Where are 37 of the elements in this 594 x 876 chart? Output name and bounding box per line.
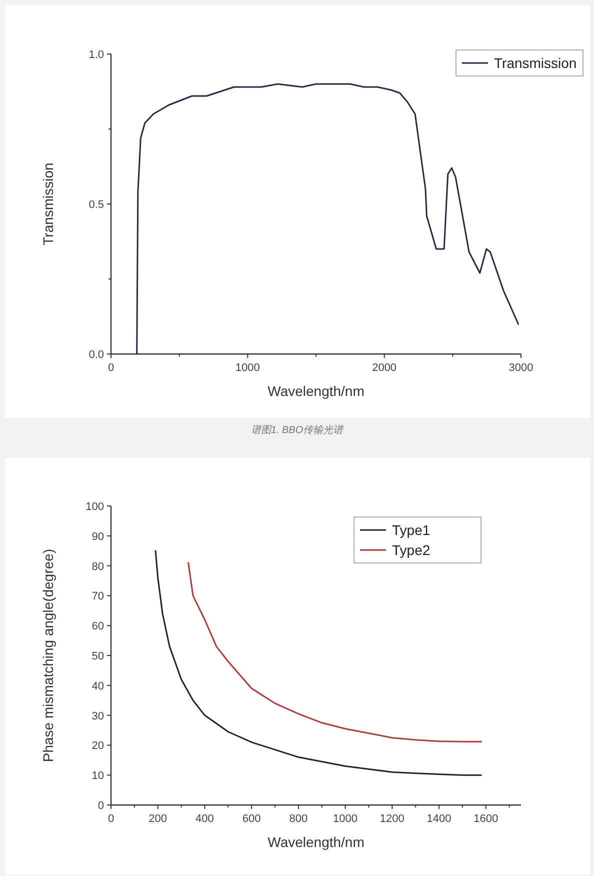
- y-tick-label: 100: [86, 501, 104, 513]
- x-tick-label: 400: [196, 813, 214, 825]
- y-tick-label: 60: [92, 620, 104, 633]
- legend-label: Type2: [392, 542, 430, 558]
- y-tick-label: 1.0: [88, 49, 104, 61]
- y-tick-label: 90: [92, 530, 104, 543]
- x-tick-label: 1000: [235, 362, 260, 374]
- y-axis-title: Transmission: [40, 162, 56, 246]
- x-tick-label: 1400: [426, 813, 452, 825]
- x-tick-label: 200: [148, 813, 168, 825]
- y-tick-label: 0: [98, 800, 104, 812]
- x-tick-label: 1600: [474, 813, 498, 825]
- x-tick-label: 2000: [372, 362, 397, 374]
- y-tick-label: 0.5: [88, 199, 104, 211]
- y-tick-label: 50: [92, 650, 104, 662]
- y-tick-label: 40: [92, 680, 104, 692]
- x-tick-label: 0: [108, 362, 114, 374]
- y-tick-label: 0.0: [88, 349, 104, 361]
- legend-label: Type1: [392, 522, 430, 538]
- y-tick-label: 80: [92, 560, 104, 573]
- line-series: [136, 83, 520, 355]
- x-axis-title: Wavelength/nm: [268, 834, 364, 850]
- text: 谱图1. BBO传输光谱: [250, 424, 346, 436]
- y-tick-label: 70: [92, 590, 104, 603]
- x-tick-label: 600: [242, 813, 261, 825]
- x-axis-title: Wavelength/nm: [268, 383, 364, 399]
- x-tick-label: 800: [289, 813, 308, 825]
- x-tick-label: 1000: [333, 813, 358, 825]
- y-axis-title: Phase mismatching angle(degree): [40, 548, 56, 762]
- legend-label: Transmission: [494, 55, 577, 71]
- x-tick-label: 1200: [380, 813, 404, 825]
- line-series: [188, 562, 482, 742]
- y-tick-label: 10: [92, 770, 104, 782]
- x-tick-label: 3000: [508, 362, 534, 374]
- y-tick-label: 20: [92, 740, 104, 752]
- y-tick-label: 30: [92, 710, 104, 722]
- x-tick-label: 0: [108, 813, 114, 825]
